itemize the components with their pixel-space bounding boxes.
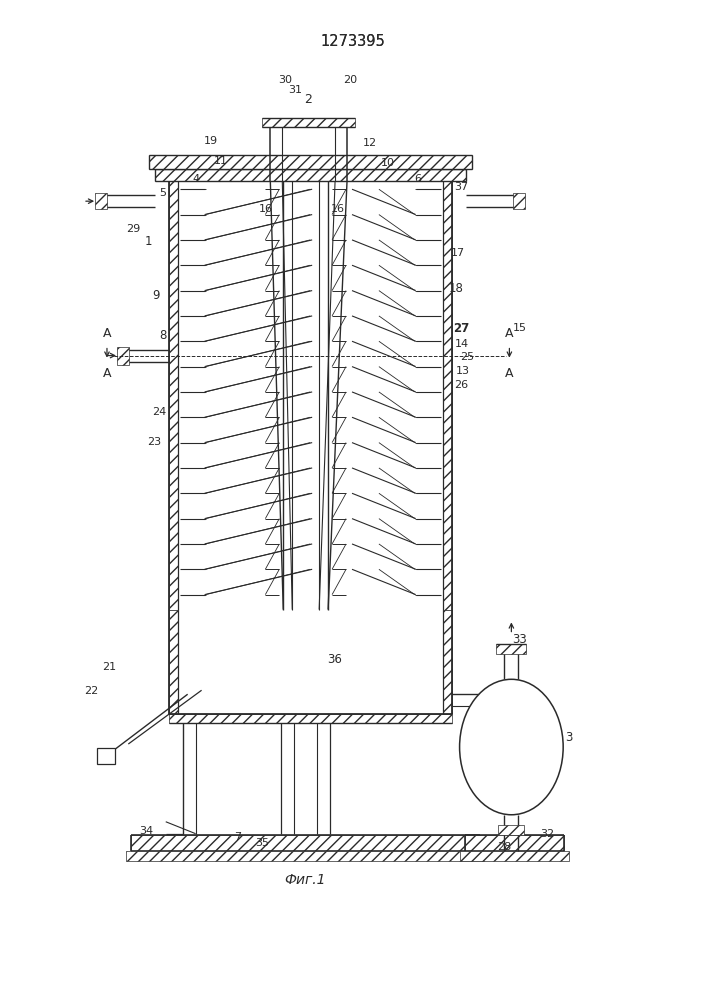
Bar	[148, 155, 472, 169]
Text: 21: 21	[102, 662, 116, 672]
Bar	[131, 835, 479, 851]
Text: 11: 11	[214, 156, 228, 166]
Text: 33: 33	[512, 633, 527, 646]
Text: 8: 8	[159, 329, 166, 342]
Text: Фиг.1: Фиг.1	[284, 873, 326, 887]
Text: A: A	[505, 367, 513, 380]
Text: 23: 23	[147, 437, 161, 447]
Text: 5: 5	[159, 188, 166, 198]
Text: 14: 14	[455, 339, 469, 349]
Text: A: A	[505, 327, 513, 340]
Text: 9: 9	[152, 289, 160, 302]
Bar	[513, 193, 525, 209]
Text: 19: 19	[204, 136, 218, 146]
Text: 6: 6	[414, 174, 421, 184]
Text: 7: 7	[234, 832, 241, 842]
Text: 18: 18	[449, 282, 464, 295]
Bar	[169, 714, 452, 723]
Text: 31: 31	[288, 85, 302, 95]
Text: 16: 16	[258, 204, 272, 214]
Bar	[98, 748, 115, 764]
Text: 1273395: 1273395	[321, 34, 385, 49]
Text: 10: 10	[381, 158, 395, 168]
Text: A: A	[103, 367, 111, 380]
Text: 13: 13	[455, 366, 469, 376]
Text: 15: 15	[513, 323, 526, 333]
Text: 25: 25	[460, 352, 474, 362]
Text: 4: 4	[192, 174, 199, 184]
Bar	[443, 181, 452, 610]
Text: A: A	[103, 327, 111, 340]
Bar	[155, 169, 465, 181]
Text: 3: 3	[566, 731, 573, 744]
Bar	[117, 347, 129, 365]
Text: 12: 12	[363, 138, 377, 148]
Text: 16: 16	[331, 204, 345, 214]
Text: 20: 20	[343, 75, 357, 85]
Text: 29: 29	[126, 224, 140, 234]
Text: 17: 17	[450, 248, 464, 258]
Text: 34: 34	[139, 826, 153, 836]
Bar	[95, 193, 107, 209]
Text: 22: 22	[84, 686, 98, 696]
Text: 37: 37	[455, 182, 469, 192]
Text: 1273395: 1273395	[321, 34, 385, 49]
Bar	[126, 851, 484, 861]
Ellipse shape	[460, 679, 563, 815]
Bar	[169, 169, 452, 181]
Bar	[464, 835, 564, 851]
Text: 2: 2	[304, 93, 312, 106]
Text: 30: 30	[279, 75, 292, 85]
Text: 27: 27	[453, 322, 469, 335]
Bar	[262, 118, 355, 127]
Bar	[460, 851, 569, 861]
Text: 32: 32	[540, 829, 554, 839]
Text: 28: 28	[497, 842, 512, 852]
Bar	[496, 644, 526, 654]
Bar	[498, 825, 525, 835]
Bar	[443, 610, 452, 714]
Text: 36: 36	[327, 653, 342, 666]
Text: 24: 24	[151, 407, 166, 417]
Bar	[169, 610, 177, 714]
Text: 1: 1	[145, 235, 153, 248]
Text: 35: 35	[255, 838, 269, 848]
Bar	[169, 181, 177, 610]
Text: 26: 26	[455, 380, 469, 390]
